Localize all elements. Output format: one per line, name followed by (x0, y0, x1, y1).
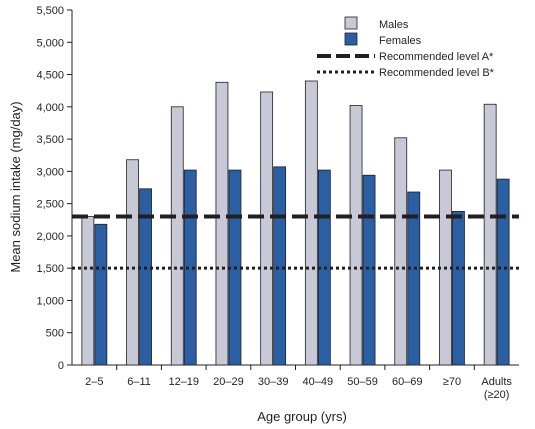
x-tick-label: 6–11 (127, 376, 151, 388)
x-tick-label: 50–59 (347, 376, 378, 388)
x-tick-label: 12–19 (168, 376, 199, 388)
bar-females (183, 169, 197, 366)
y-tick-label: 1,000 (36, 295, 64, 307)
bar-males (483, 103, 497, 366)
y-tick-label: 5,000 (36, 37, 64, 49)
y-tick-label: 2,500 (36, 199, 64, 211)
y-tick-label: 5,500 (36, 5, 64, 17)
bar-females (139, 188, 152, 366)
bars (81, 80, 510, 366)
y-tick-label: 4,500 (36, 70, 64, 82)
y-axis-label: Mean sodium intake (mg/day) (8, 101, 23, 272)
bar-females (273, 166, 287, 366)
x-tick-label: 60–69 (392, 376, 423, 388)
x-tick-label: ≥70 (443, 376, 461, 388)
bar-females (362, 174, 376, 366)
bar-females (452, 210, 465, 366)
bar-males (170, 106, 184, 366)
y-axis: 0 500 1,000 1,500 2,000 2,500 3,000 3,500 4,000 4… (36, 5, 72, 372)
reference-lines (72, 214, 519, 270)
x-tick-label: Adults (481, 376, 512, 388)
y-tick-label: 1,500 (36, 263, 64, 275)
y-tick-label: 4,000 (36, 102, 64, 114)
legend-label: Females (379, 35, 422, 47)
legend-swatch-females (344, 32, 358, 46)
legend: Males Females Recommended level A* Recommen… (317, 16, 495, 79)
legend-swatch-males (344, 16, 358, 30)
legend-label: Recommended level B* (379, 67, 495, 79)
x-tick-label: 2–5 (85, 376, 103, 388)
y-tick-label: 3,500 (36, 134, 64, 146)
x-tick-label: 20–29 (213, 376, 244, 388)
bar-males (304, 80, 318, 366)
x-tick-label: (≥20) (484, 389, 510, 401)
x-axis-label: Age group (yrs) (257, 409, 347, 424)
x-axis: 2–5 6–11 12–19 20–29 30–39 40–49 50–59 60–69 ≥70… (85, 365, 512, 401)
bar-males (394, 137, 408, 366)
bar-females (496, 178, 510, 366)
legend-label: Males (379, 19, 409, 31)
bar-males (81, 216, 95, 366)
y-tick-label: 0 (58, 360, 64, 372)
bar-females (94, 223, 108, 366)
y-tick-label: 3,000 (36, 166, 64, 178)
legend-label: Recommended level A* (379, 51, 494, 63)
bar-males (126, 159, 139, 366)
plot-area (71, 10, 519, 366)
bar-males (349, 105, 363, 366)
bar-males (260, 91, 274, 366)
bar-males (215, 81, 229, 366)
bar-females (407, 191, 421, 366)
y-tick-label: 500 (46, 328, 64, 340)
x-tick-label: 30–39 (258, 376, 289, 388)
x-tick-label: 40–49 (303, 376, 334, 388)
y-tick-label: 2,000 (36, 231, 64, 243)
